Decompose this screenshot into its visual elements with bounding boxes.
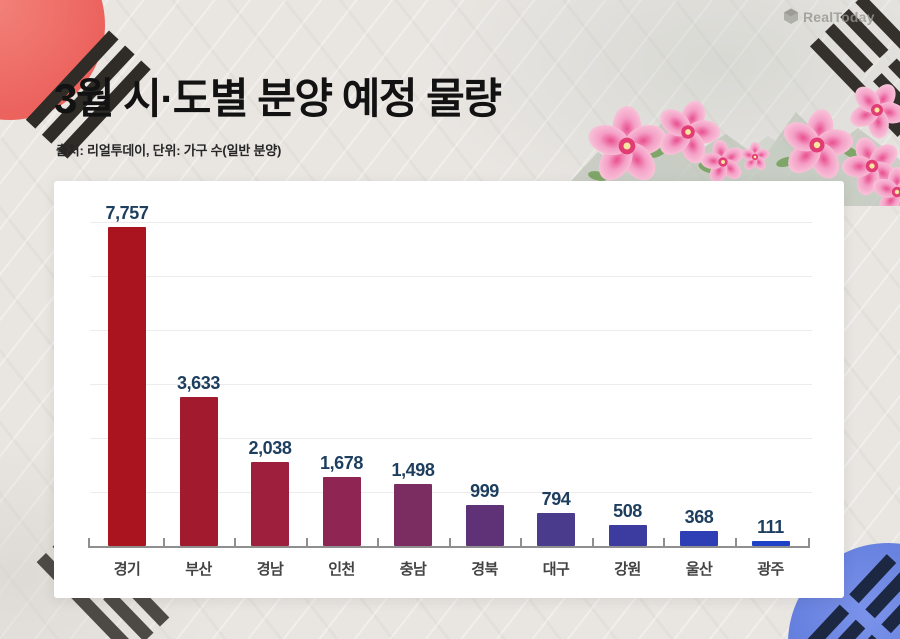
x-axis-tick: [520, 538, 522, 546]
x-axis-line: [88, 546, 810, 548]
bar-value-label: 794: [541, 489, 571, 509]
page-title: 3월 시·도별 분양 예정 물량: [54, 75, 502, 122]
bar-울산: [680, 531, 718, 546]
x-axis-label: 대구: [542, 561, 570, 578]
x-axis-label: 울산: [685, 561, 713, 578]
logo-text: RealToday: [803, 8, 875, 25]
bar-강원: [608, 525, 647, 546]
leaf-icon: [775, 155, 797, 169]
bar-충남: [394, 484, 432, 546]
bar-value-label: 7,757: [105, 203, 149, 223]
x-axis-tick: [377, 538, 379, 546]
leaf-icon: [697, 160, 719, 176]
x-axis-tick: [592, 538, 594, 546]
bar-대구: [537, 513, 575, 546]
bar-경남: [251, 462, 289, 546]
bar-부산: [179, 397, 218, 546]
bar-value-label: 3,633: [176, 373, 221, 393]
cube-logo-icon: [784, 8, 798, 24]
bar-value-label: 999: [470, 481, 499, 501]
bar-경기: [108, 227, 146, 546]
x-axis-label: 부산: [185, 561, 212, 578]
hibiscus-flower-icon: [772, 102, 862, 189]
leaf-icon: [647, 143, 669, 161]
x-axis-label: 강원: [614, 561, 641, 578]
x-axis-label: 충남: [399, 561, 427, 578]
x-axis-tick: [163, 538, 165, 546]
gridline: [90, 438, 812, 439]
bar-value-label: 368: [684, 507, 714, 527]
hibiscus-flower-icon: [870, 167, 900, 206]
bar-광주: [751, 541, 790, 546]
x-axis-label: 광주: [757, 561, 784, 578]
chart-card: 7,757 경기 3,633 부산 2,038 경남 1,678 인천 1,498 충남 999 경북…: [54, 181, 844, 598]
gridline: [90, 276, 812, 277]
gridline: [90, 492, 812, 493]
x-axis-tick: [449, 538, 451, 546]
plot-area: 7,757 경기 3,633 부산 2,038 경남 1,678 인천 1,498 충남 999 경북…: [54, 181, 844, 598]
x-axis-label: 경북: [471, 561, 498, 578]
source-note: 출처: 리얼투데이, 단위: 가구 수(일반 분양): [56, 143, 282, 158]
bar-value-label: 2,038: [248, 438, 292, 458]
bar-value-label: 1,498: [391, 460, 435, 480]
leaf-icon: [839, 143, 861, 161]
gridline: [90, 330, 812, 331]
x-axis-tick: [808, 538, 810, 546]
bar-경북: [465, 505, 504, 546]
x-axis-tick: [234, 538, 236, 546]
hibiscus-flower-icon: [835, 84, 900, 151]
hibiscus-flower-icon: [739, 142, 771, 173]
bar-value-label: 508: [613, 501, 642, 521]
gridline: [90, 222, 812, 223]
x-axis-tick: [735, 538, 737, 546]
x-axis-label: 경남: [256, 561, 284, 578]
x-axis-tick: [88, 538, 90, 546]
bar-value-label: 111: [757, 517, 784, 537]
bar-value-label: 1,678: [319, 453, 364, 473]
gridline: [90, 384, 812, 385]
x-axis-tick: [663, 538, 665, 546]
x-axis-tick: [306, 538, 308, 546]
x-axis-label: 인천: [328, 561, 355, 578]
bar-인천: [322, 477, 361, 546]
realtoday-logo: RealToday: [783, 8, 875, 25]
